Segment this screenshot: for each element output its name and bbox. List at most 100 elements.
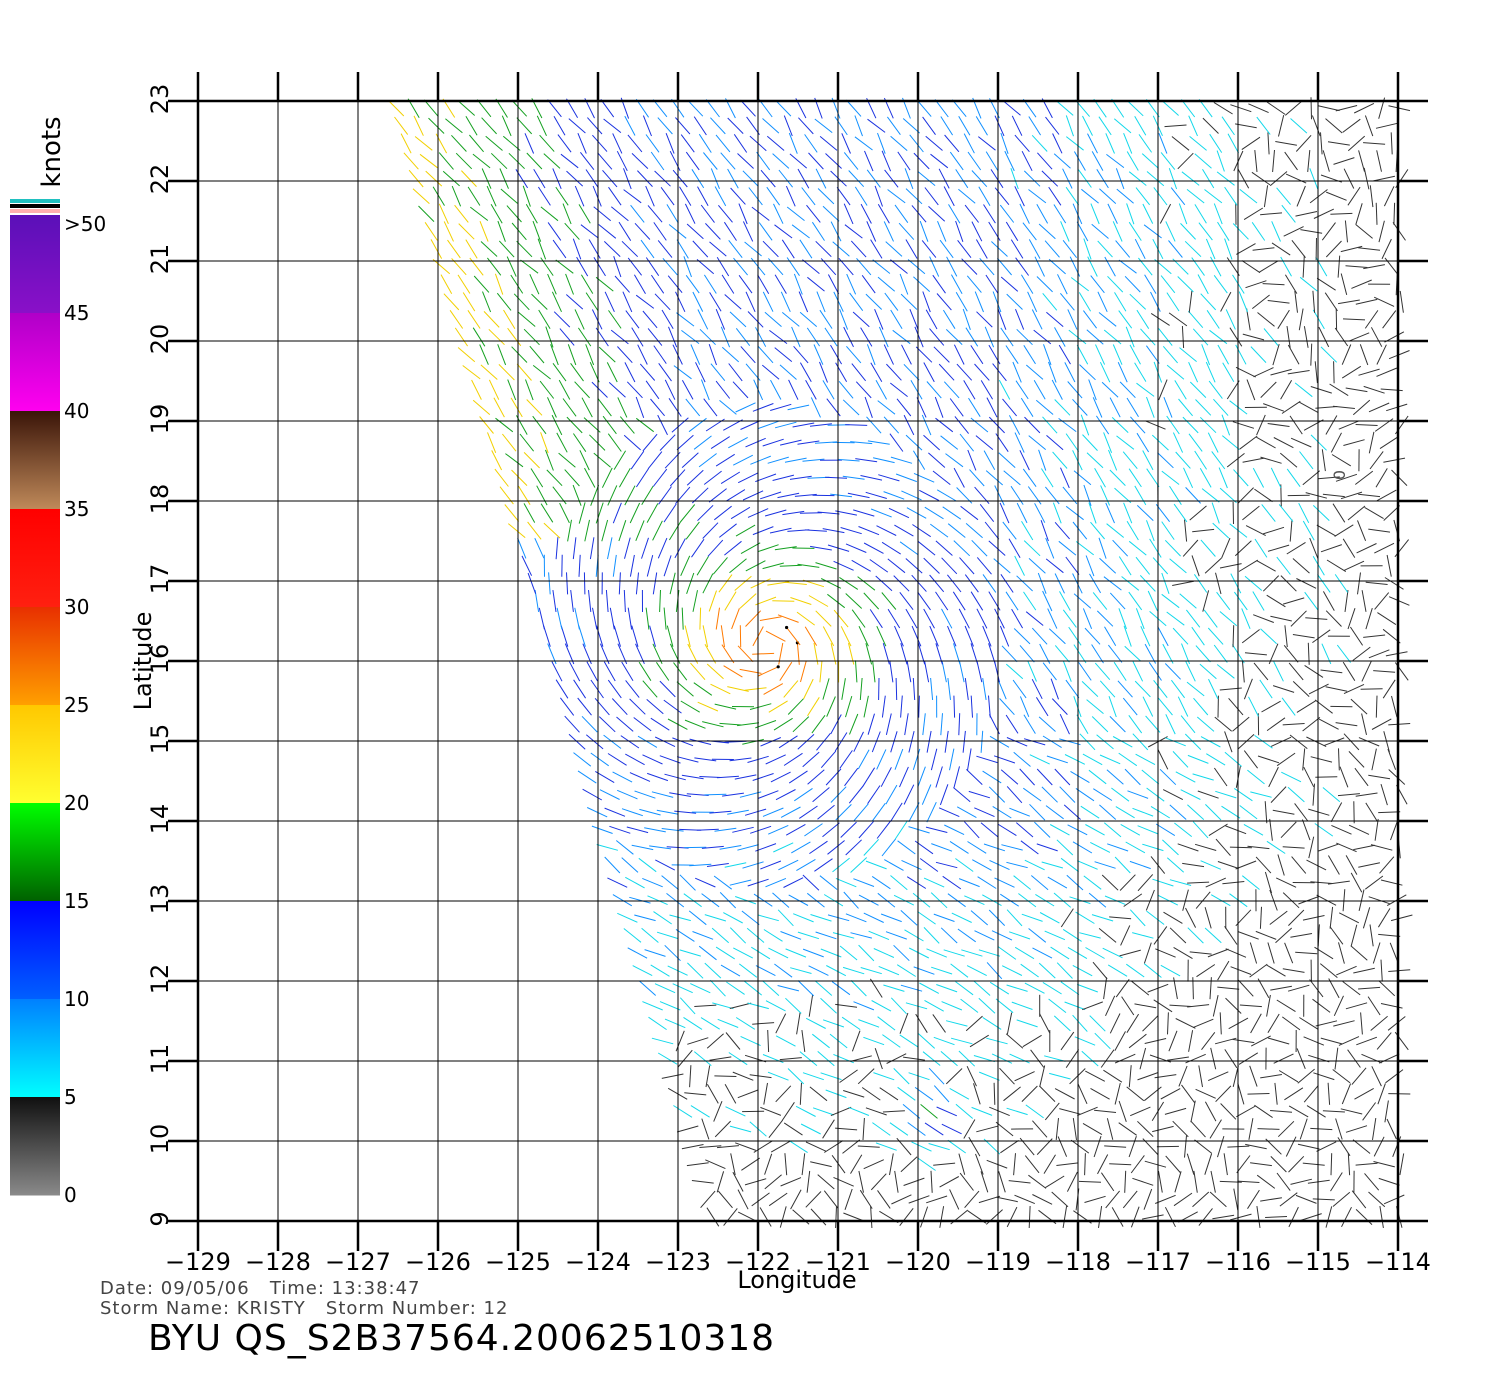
wind-vector [1248, 103, 1269, 114]
wind-vector [1086, 699, 1104, 714]
wind-vector [1238, 1052, 1259, 1065]
wind-vector [999, 698, 1015, 716]
wind-vector [915, 1013, 928, 1033]
colorbar-band [10, 411, 60, 510]
wind-vector [964, 204, 979, 223]
wind-vector [1171, 136, 1190, 151]
wind-vector [532, 415, 547, 435]
wind-vector [890, 456, 913, 464]
wind-vector [763, 683, 784, 695]
wind-vector [989, 981, 1010, 995]
wind-vector [839, 576, 859, 590]
wind-vector [789, 153, 808, 169]
wind-vector [704, 793, 727, 796]
wind-vector [687, 643, 699, 664]
wind-vector [1207, 432, 1219, 453]
wind-vector [585, 344, 595, 366]
wind-vector [702, 573, 714, 594]
wind-vector [1216, 150, 1225, 172]
wind-vector [1023, 738, 1046, 746]
wind-vector [854, 115, 863, 137]
wind-vector [928, 1067, 945, 1085]
wind-vector [1139, 1047, 1147, 1070]
wind-vector [654, 983, 676, 994]
wind-vector [1166, 857, 1185, 873]
wind-vector [780, 806, 801, 818]
wind-vector [1296, 700, 1316, 713]
wind-vector [1213, 767, 1228, 787]
wind-vector [1088, 502, 1097, 524]
wind-vector [691, 169, 705, 189]
wind-vector [1243, 823, 1264, 836]
wind-vector [1374, 542, 1395, 554]
wind-vector [883, 984, 905, 992]
wind-vector [1161, 470, 1180, 485]
wind-vector [681, 774, 704, 780]
wind-vector [451, 185, 462, 207]
wind-vector [1068, 329, 1087, 345]
wind-vector [807, 769, 825, 785]
wind-vector [940, 116, 954, 136]
wind-vector [1249, 1065, 1258, 1087]
wind-vector [858, 821, 874, 839]
wind-vector [1016, 575, 1033, 592]
wind-vector [1380, 1003, 1403, 1009]
wind-vector [787, 1068, 805, 1085]
wind-vector [1187, 881, 1210, 884]
wind-vector [1015, 822, 1034, 838]
wind-vector [1177, 843, 1199, 852]
wind-vector [1321, 222, 1336, 241]
wind-vector [1114, 1053, 1136, 1064]
wind-vector [990, 169, 1004, 189]
wind-vector [1091, 223, 1109, 239]
wind-vector [685, 398, 701, 417]
wind-vector [1051, 698, 1068, 715]
wind-vector [592, 185, 602, 207]
wind-vector [895, 473, 917, 483]
wind-vector [872, 457, 895, 464]
wind-vector [919, 489, 940, 501]
wind-vector [1134, 485, 1147, 506]
wind-vector [1202, 590, 1210, 612]
wind-vector [801, 187, 816, 206]
wind-vector [680, 700, 700, 713]
wind-vector [928, 452, 946, 468]
wind-vector [900, 1156, 918, 1173]
wind-vector [584, 467, 596, 488]
wind-vector [626, 826, 649, 834]
wind-vector [698, 133, 712, 153]
rain-flag-dot [785, 625, 789, 630]
wind-vector [723, 665, 743, 678]
wind-vector [1011, 1001, 1033, 1010]
wind-vector [986, 1159, 1008, 1169]
wind-vector [1371, 1066, 1382, 1087]
wind-vector [1172, 1120, 1189, 1138]
wind-vector [529, 345, 545, 364]
wind-vector [1092, 961, 1108, 980]
wind-vector [1271, 221, 1281, 242]
wind-vector [1122, 451, 1138, 470]
wind-vector [1124, 768, 1141, 786]
wind-vector [929, 328, 945, 346]
wind-vector [1021, 150, 1033, 172]
wind-vector [938, 168, 950, 189]
colorbar-band [10, 901, 60, 1000]
wind-vector [890, 259, 908, 274]
wind-vector [917, 591, 931, 611]
wind-vector [1290, 610, 1307, 627]
wind-vector [773, 842, 794, 853]
wind-vector [1090, 521, 1105, 540]
wind-vector [1037, 572, 1047, 594]
wind-vector [1056, 100, 1074, 116]
wind-vector [711, 927, 730, 944]
wind-vector [661, 875, 679, 890]
wind-vector [1327, 141, 1350, 146]
wind-vector [977, 876, 997, 889]
wind-vector [1376, 344, 1387, 365]
wind-vector [1054, 645, 1070, 663]
wind-vector [1254, 734, 1273, 749]
wind-vector [1303, 766, 1315, 788]
wind-vector [1332, 1069, 1351, 1084]
wind-vector [1155, 823, 1176, 837]
wind-vector [526, 399, 543, 416]
